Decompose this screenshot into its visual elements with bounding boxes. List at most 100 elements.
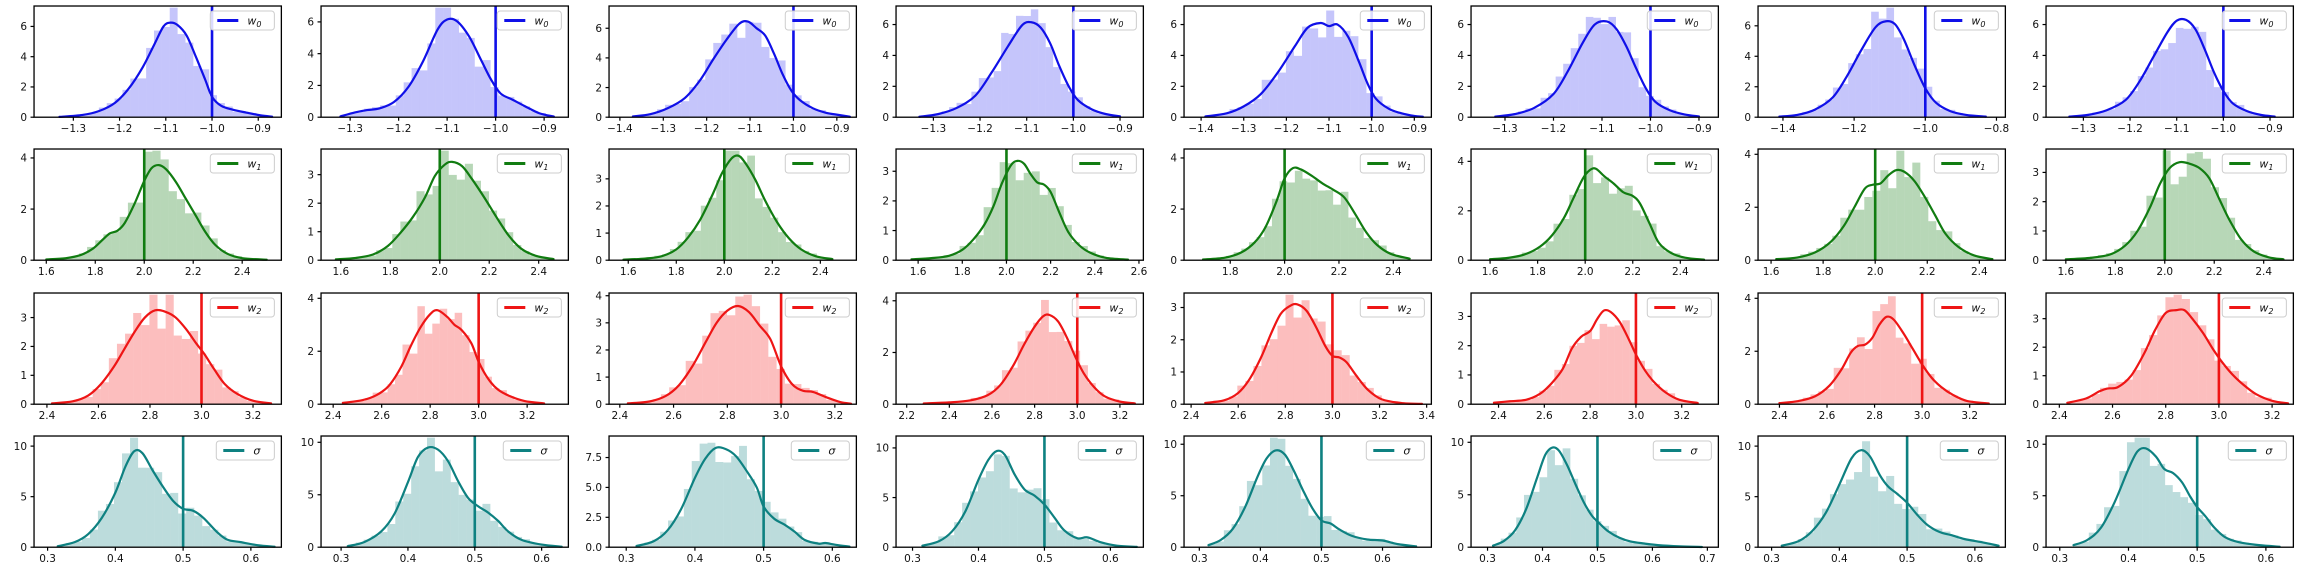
legend: w1	[1071, 153, 1137, 174]
histogram-bar	[1060, 83, 1069, 118]
subplot-w2-chain8: 2.4 2.6 2.8 3.0 3.2 0 1 2 3 w2	[2012, 287, 2299, 430]
x-axis: −1.3 −1.2 −1.1 −1.0 −0.9	[61, 117, 271, 135]
histogram-bar	[2129, 231, 2138, 261]
y-tick-label: 0.0	[585, 542, 602, 554]
histogram-bar	[388, 105, 397, 118]
histogram-bar	[497, 218, 506, 261]
legend-label: σ	[2265, 444, 2273, 457]
histogram-bar	[1934, 387, 1943, 404]
histogram-bar	[680, 101, 689, 118]
x-tick-label: 2.4	[234, 266, 251, 278]
y-tick-label: 1	[882, 226, 889, 238]
histogram-bar	[133, 312, 142, 404]
kde-curve	[631, 20, 851, 118]
distribution-plot: 2.4 2.6 2.8 3.0 3.2 0 2 4 w2	[308, 291, 570, 422]
histogram-bar	[201, 225, 210, 261]
subplot-w2-chain5: 2.4 2.6 2.8 3.0 3.2 3.4 0 1 2 3 w2	[1150, 287, 1437, 430]
histogram-bar	[1284, 465, 1293, 547]
histogram-bar	[1083, 106, 1091, 118]
histogram-bar	[1025, 330, 1034, 404]
distribution-plot: −1.3 −1.2 −1.1 −1.0 −0.9 0 2 4 6 w0	[2032, 5, 2294, 135]
histogram-bar	[1846, 479, 1855, 547]
legend-label: w0	[2259, 15, 2273, 30]
histogram-bar	[2210, 529, 2219, 547]
distribution-plot: 0.3 0.4 0.5 0.6 0 5 10 σ	[1163, 435, 1432, 565]
histogram-bar	[2242, 244, 2251, 261]
kde-curve	[56, 448, 276, 548]
x-axis: 1.6 1.8 2.0 2.2 2.4	[620, 260, 829, 278]
histogram-bar	[1293, 55, 1302, 118]
histogram-bar	[667, 520, 676, 547]
histogram-bar	[1880, 303, 1889, 404]
histogram-bar	[1357, 59, 1366, 118]
x-tick-label: 0.4	[1252, 553, 1269, 565]
y-axis: 0 1 2 3 4	[595, 290, 609, 410]
x-tick-label: −1.0	[483, 123, 508, 135]
kde-curve	[347, 445, 564, 548]
histogram-bar	[1033, 322, 1042, 404]
histogram-bar	[1561, 363, 1570, 404]
histogram-bar	[1246, 480, 1255, 547]
histogram-bar	[978, 78, 987, 118]
histogram-bar	[746, 155, 755, 261]
histogram-bar	[1302, 178, 1310, 261]
histogram-bars	[911, 162, 1121, 261]
y-tick-label: 0	[308, 112, 315, 124]
plot-spines	[1470, 148, 1719, 262]
histogram-bar	[1508, 532, 1517, 547]
y-tick-label: 1	[2032, 370, 2039, 382]
histogram-bar	[371, 535, 380, 547]
histogram-bar	[484, 376, 493, 404]
y-tick-label: 2	[595, 201, 602, 213]
histogram-bar	[125, 333, 134, 404]
histogram-bar	[1269, 79, 1278, 118]
histogram-bar	[404, 82, 412, 118]
x-tick-label: 2.8	[142, 410, 159, 422]
histogram-bar	[1532, 108, 1541, 118]
x-tick-label: 0.3	[1763, 553, 1780, 565]
histogram-bar	[785, 242, 794, 261]
x-axis: −1.3 −1.2 −1.1 −1.0 −0.9	[1492, 117, 1712, 135]
x-tick-label: −1.2	[967, 123, 992, 135]
y-axis: 0 5 10	[1163, 439, 1184, 554]
x-axis: 2.4 2.6 2.8 3.0 3.2 3.4	[1182, 403, 1435, 422]
histogram-bar	[2124, 379, 2133, 404]
histogram-bar	[1009, 367, 1018, 404]
y-tick-label: 0	[1170, 542, 1177, 554]
histogram-bar	[1570, 48, 1579, 118]
histogram-bar	[387, 383, 396, 404]
histogram-bar	[141, 324, 150, 404]
legend: w1	[209, 153, 275, 174]
histogram-bar	[1212, 115, 1221, 118]
histogram-bar	[193, 66, 202, 118]
legend: w0	[784, 10, 850, 31]
histogram-bar	[1808, 251, 1817, 261]
plot-spines	[33, 5, 283, 118]
histogram-bar	[1614, 324, 1623, 404]
y-tick-label: 4	[308, 48, 315, 60]
histogram-bar	[1539, 390, 1547, 404]
x-axis: 2.4 2.6 2.8 3.0 3.2	[2051, 403, 2280, 422]
histogram-bar	[465, 164, 474, 261]
x-tick-label: 3.0	[1914, 410, 1931, 422]
histogram-bar	[161, 26, 170, 118]
legend-label: w0	[535, 15, 549, 30]
histogram-bar	[723, 462, 731, 547]
y-tick-label: 4	[595, 290, 602, 302]
legend-box	[209, 153, 275, 174]
histogram-bar	[1516, 399, 1525, 404]
histogram-bar	[1593, 17, 1601, 118]
y-axis: 0 2 4 6	[1745, 21, 1759, 124]
histogram-bar	[1932, 100, 1941, 118]
x-tick-label: 2.4	[1971, 266, 1988, 278]
x-axis: 2.4 2.6 2.8 3.0 3.2	[1771, 403, 1978, 422]
histogram-bar	[1547, 449, 1555, 547]
legend-label: w1	[1397, 158, 1411, 173]
histogram-bar	[2107, 109, 2115, 118]
x-tick-label: 2.2	[481, 266, 498, 278]
x-tick-label: 3.2	[245, 410, 262, 422]
histogram-bar	[419, 450, 428, 547]
y-tick-label: 0	[882, 255, 889, 267]
histogram-bar	[1501, 401, 1509, 404]
histogram-bar	[2175, 27, 2184, 118]
